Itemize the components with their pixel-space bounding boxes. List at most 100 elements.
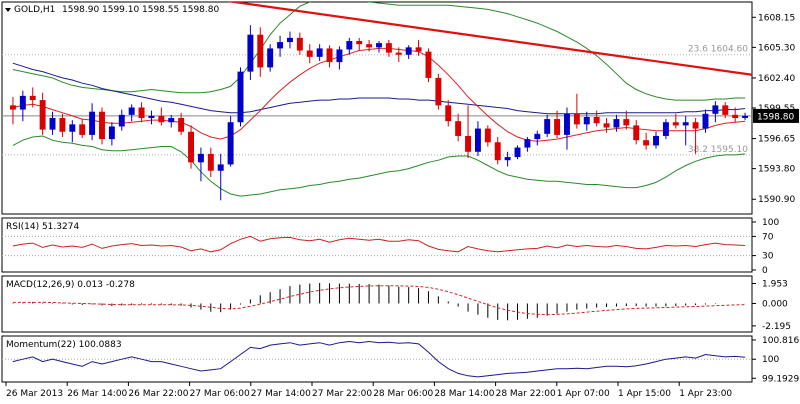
momentum-tick-label: 99.1929: [762, 374, 799, 384]
candle-body: [653, 135, 659, 146]
bollinger-lower-line: [12, 135, 746, 197]
candle-body: [455, 121, 462, 136]
time-tick-label: 28 Mar 06:00: [373, 389, 433, 399]
candle-body: [59, 118, 66, 132]
candle-body: [376, 43, 382, 48]
candle-body: [277, 42, 284, 49]
fib-level-label: 23.6 1604.60: [688, 45, 748, 55]
candle-body: [593, 116, 600, 124]
candle-body: [257, 34, 264, 68]
candle-body: [573, 113, 580, 125]
momentum-tick-label: 100: [762, 355, 779, 365]
bollinger-upper-line: [12, 2, 746, 101]
candle-body: [405, 47, 412, 55]
time-tick-label: 26 Mar 22:00: [128, 389, 188, 399]
current-price-box: [753, 108, 799, 123]
time-tick-label: 28 Mar 22:00: [496, 389, 556, 399]
rsi-title: RSI(14) 51.3274: [6, 222, 79, 232]
candle-body: [554, 119, 561, 135]
rsi-tick-label: 70: [762, 232, 774, 242]
ohlc-value: 1598.80: [182, 5, 219, 15]
candle-body: [316, 48, 323, 57]
rsi-tick-label: 0: [762, 266, 768, 276]
rsi-line: [12, 235, 746, 253]
momentum-title: Momentum(22) 100.0883: [6, 340, 122, 350]
candle-body: [118, 114, 125, 127]
candle-body: [692, 122, 699, 129]
candle-body: [702, 113, 709, 129]
candle-body: [286, 37, 293, 43]
candle-body: [544, 119, 551, 134]
candle-body: [296, 37, 303, 51]
candle-body: [385, 43, 392, 53]
candle-body: [662, 122, 669, 136]
candle-body: [465, 135, 472, 152]
candle-body: [217, 164, 224, 171]
candle-body: [603, 123, 610, 128]
momentum-line: [12, 340, 746, 378]
candle-body: [613, 119, 620, 128]
moving-average-blue-line: [12, 62, 746, 115]
price-tick-label: 1593.80: [758, 165, 795, 175]
candle-body: [435, 77, 442, 106]
candle-body: [49, 118, 56, 130]
price-tick-label: 1596.65: [758, 135, 795, 145]
candle-body: [672, 122, 679, 126]
time-tick-label: 27 Mar 06:00: [190, 389, 250, 399]
candle-body: [445, 105, 452, 122]
main-plot-group: [9, 2, 752, 201]
macd-tick-label: 1.953: [762, 280, 788, 290]
candle-body: [425, 51, 432, 78]
candle-body: [633, 125, 640, 141]
candle-body: [564, 113, 570, 135]
candle-body: [188, 131, 194, 163]
candle-body: [227, 122, 234, 165]
candle-body: [128, 107, 135, 115]
candle-body: [474, 128, 481, 152]
candle-body: [682, 122, 689, 126]
ohlc-value: 1599.10: [102, 5, 139, 15]
price-tick-label: 1608.15: [758, 13, 795, 23]
candle-body: [197, 153, 204, 163]
candle-body: [306, 50, 313, 57]
candle-body: [534, 133, 541, 140]
ohlc-value: 1598.55: [142, 5, 179, 15]
symbol-title: GOLD,H1: [14, 5, 55, 15]
rsi-tick-label: 30: [762, 252, 774, 262]
candle-body: [237, 71, 244, 123]
candle-body: [583, 116, 590, 125]
candle-body: [39, 100, 46, 130]
candle-body: [148, 115, 155, 119]
candle-body: [108, 126, 115, 140]
candle-body: [79, 124, 86, 135]
rsi-panel-frame: [1, 217, 753, 273]
candle-body: [29, 95, 36, 101]
candle-body: [69, 124, 76, 132]
main-panel-frame: [1, 1, 753, 215]
candle-body: [267, 48, 274, 68]
candle-body: [722, 105, 729, 115]
candle-body: [336, 49, 343, 63]
price-tick-label: 1590.90: [758, 195, 795, 205]
time-tick-label: 28 Mar 14:00: [434, 389, 494, 399]
fib-level-label: 38.2 1595.10: [688, 145, 748, 155]
candle-body: [395, 52, 402, 55]
candle-body: [504, 157, 511, 161]
time-tick-label: 27 Mar 14:00: [251, 389, 311, 399]
candle-body: [643, 140, 650, 146]
macd-tick-label: 0.000: [762, 299, 788, 309]
momentum-tick-label: 100.8166: [762, 336, 800, 346]
price-tick-label: 1605.30: [758, 43, 795, 53]
candle-body: [89, 111, 96, 135]
candle-body: [356, 41, 363, 45]
candle-body: [366, 44, 373, 48]
time-tick-label: 1 Apr 07:00: [557, 389, 610, 399]
price-tick-label: 1602.40: [758, 74, 795, 84]
time-tick-label: 27 Mar 22:00: [312, 389, 372, 399]
candle-body: [158, 115, 165, 123]
current-price-label: 1598.80: [757, 112, 794, 122]
candle-body: [168, 118, 175, 123]
candle-body: [524, 139, 531, 148]
